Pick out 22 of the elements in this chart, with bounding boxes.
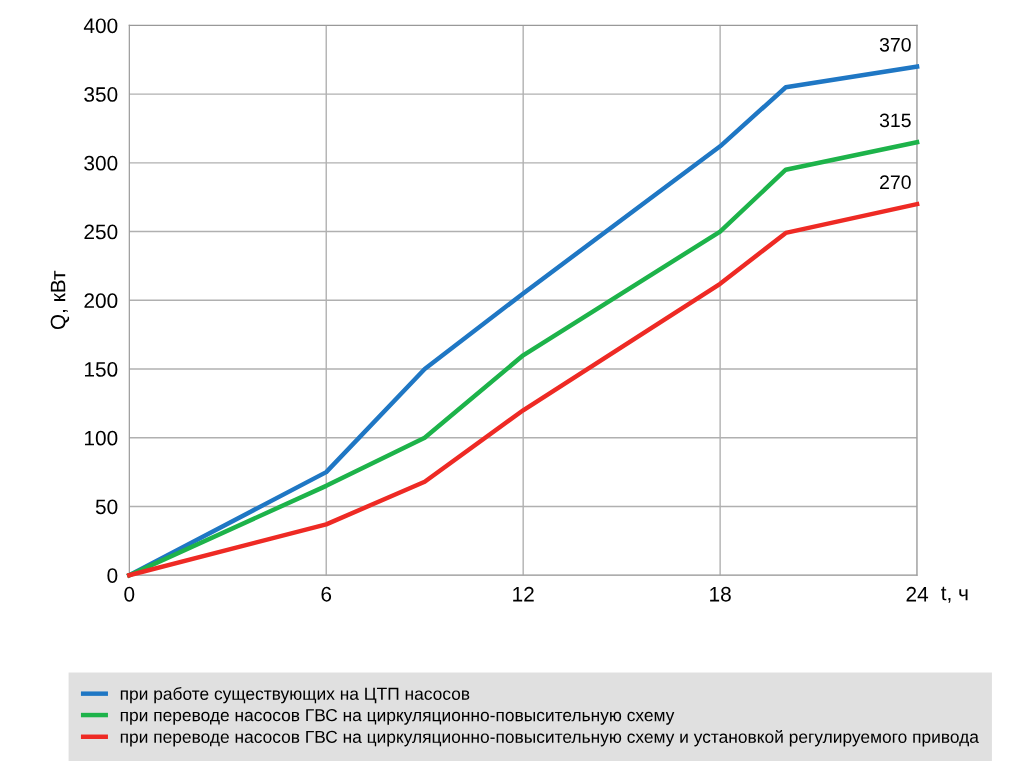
data-label: 270 <box>880 175 911 190</box>
x-tick-label: 18 <box>710 586 731 602</box>
y-tick-label: 0 <box>107 568 118 583</box>
data-label: 315 <box>879 113 911 128</box>
legend-label: при переводе насосов ГВС на циркуляционно-повысительную схему и установкой регулируемого привода <box>120 729 979 747</box>
x-tick-label: 12 <box>513 586 534 602</box>
data-label: 370 <box>879 37 911 52</box>
x-axis-title: t, ч <box>941 586 968 603</box>
y-tick-label: 300 <box>84 155 118 171</box>
y-tick-label: 100 <box>85 430 118 446</box>
y-tick-label: 50 <box>95 499 118 515</box>
y-tick-label: 400 <box>83 18 118 34</box>
legend-label: при переводе насосов ГВС на циркуляционно-повысительную схему <box>120 709 675 725</box>
x-tick-label: 6 <box>321 586 332 602</box>
y-axis-title: Q, кВт <box>50 270 70 330</box>
y-tick-label: 150 <box>85 362 118 377</box>
y-tick-label: 200 <box>84 293 118 309</box>
x-tick-label: 24 <box>906 586 929 602</box>
y-tick-label: 350 <box>84 87 118 102</box>
y-tick-label: 250 <box>84 224 118 240</box>
x-tick-label: 0 <box>124 586 135 602</box>
legend-label: при работе существующих на ЦТП насосов <box>120 687 470 704</box>
